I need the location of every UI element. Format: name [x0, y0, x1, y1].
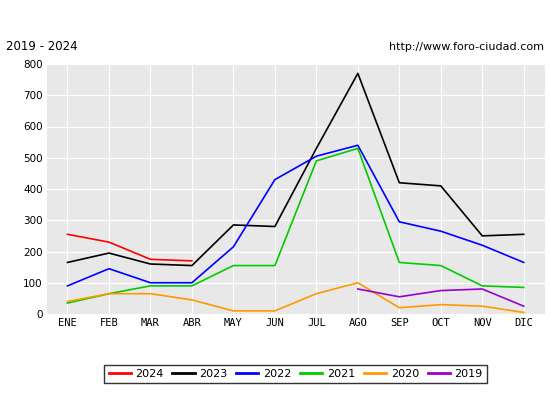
Text: Evolucion Nº Turistas Extranjeros en el municipio de Sant Iscle de Vallalta: Evolucion Nº Turistas Extranjeros en el …	[20, 11, 530, 25]
Text: 2019 - 2024: 2019 - 2024	[6, 40, 77, 54]
Legend: 2024, 2023, 2022, 2021, 2020, 2019: 2024, 2023, 2022, 2021, 2020, 2019	[104, 364, 487, 384]
Text: http://www.foro-ciudad.com: http://www.foro-ciudad.com	[389, 42, 544, 52]
